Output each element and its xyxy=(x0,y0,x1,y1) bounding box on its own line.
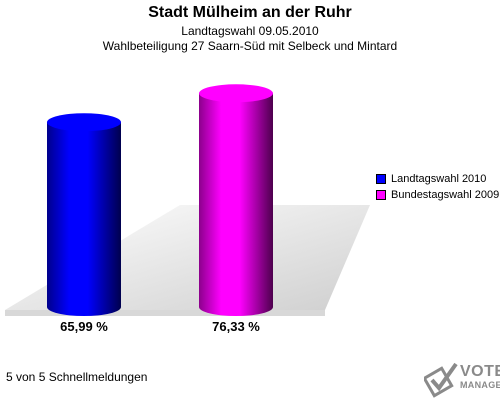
bar-top xyxy=(199,84,273,103)
legend-item-landtagswahl-2010: Landtagswahl 2010 xyxy=(376,171,499,187)
legend-swatch xyxy=(376,190,386,200)
bar-body xyxy=(47,122,121,316)
chart-subtitle-2: Wahlbeteiligung 27 Saarn-Süd mit Selbeck… xyxy=(102,39,398,53)
chart-subtitle: Landtagswahl 09.05.2010 xyxy=(181,24,319,38)
legend-label: Bundestagswahl 2009 xyxy=(391,189,500,201)
value-label: 65,99 % xyxy=(60,319,108,334)
ballot-check-icon xyxy=(424,362,458,398)
legend-swatch xyxy=(376,174,386,184)
value-labels-group: 65,99 % 76,33 % xyxy=(60,319,260,334)
bar-landtagswahl-2010 xyxy=(47,113,121,316)
footer-status: 5 von 5 Schnellmeldungen xyxy=(6,370,148,384)
bar-bundestagswahl-2009 xyxy=(199,84,273,316)
value-label: 76,33 % xyxy=(212,319,260,334)
legend: Landtagswahl 2010 Bundestagswahl 2009 xyxy=(376,171,499,203)
bar-top xyxy=(47,113,121,132)
logo-text-vote: VOTE xyxy=(460,363,500,380)
bar-body xyxy=(199,93,273,316)
logo-text-manager: MANAGER xyxy=(460,380,500,390)
chart-title: Stadt Mülheim an der Ruhr xyxy=(148,4,352,21)
legend-label: Landtagswahl 2010 xyxy=(391,173,487,185)
vote-manager-logo: VOTE MANAGER xyxy=(424,358,500,398)
legend-item-bundestagswahl-2009: Bundestagswahl 2009 xyxy=(376,187,499,203)
bars-group xyxy=(47,84,273,316)
